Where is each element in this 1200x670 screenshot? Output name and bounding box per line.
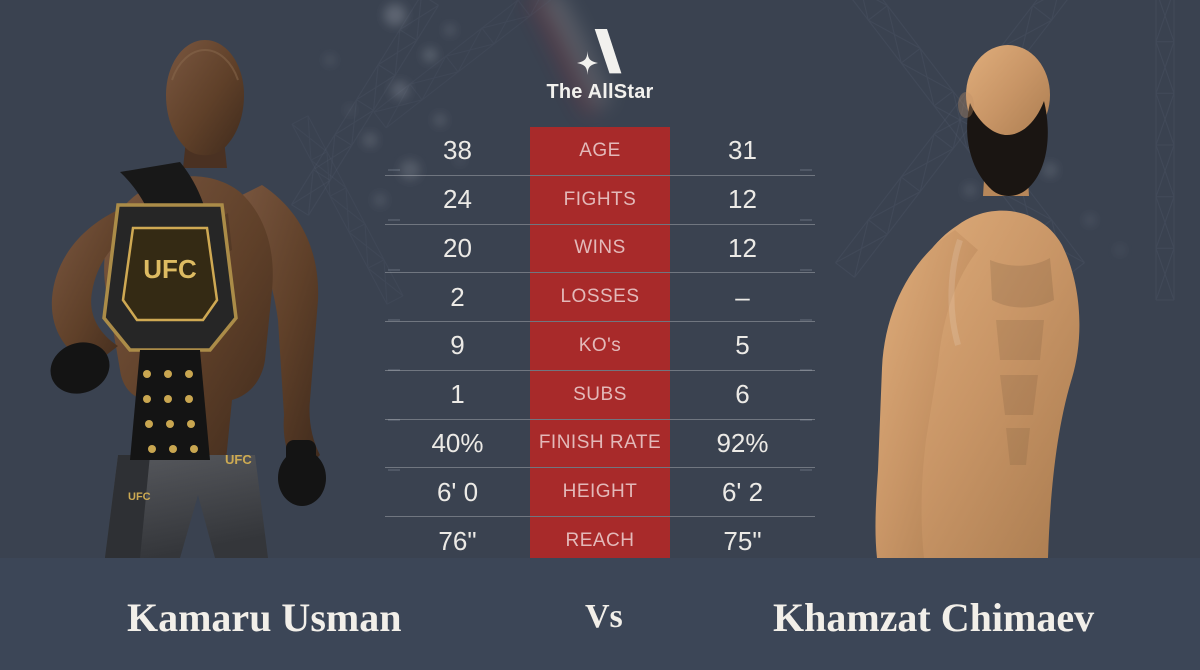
- svg-text:UFC: UFC: [225, 452, 252, 467]
- svg-text:UFC: UFC: [143, 254, 197, 284]
- svg-text:UFC: UFC: [128, 491, 151, 503]
